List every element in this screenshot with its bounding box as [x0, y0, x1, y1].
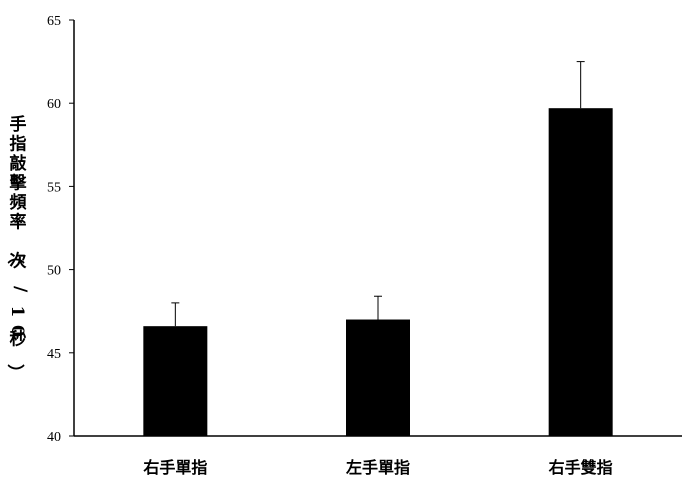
bars: [143, 108, 613, 436]
bar: [346, 319, 410, 436]
y-axis-label-text: 手指敲擊頻率（次/1 0秒）: [5, 114, 30, 381]
x-category-label: 左手單指: [345, 458, 410, 477]
y-tick-label: 50: [47, 264, 61, 279]
y-tick-label: 45: [47, 347, 61, 362]
y-tick-label: 65: [47, 14, 61, 29]
y-axis-label: 手指敲擊頻率（次/1 0秒）: [5, 114, 30, 381]
y-tick-label: 55: [47, 180, 61, 195]
bar: [143, 326, 208, 436]
x-category-label: 右手單指: [143, 458, 207, 477]
error-bars: [171, 61, 585, 327]
y-tick-label: 60: [47, 97, 61, 112]
y-axis-ticks: 40 45 50 55 60 65: [47, 14, 74, 445]
x-axis-category-labels: 右手單指 左手單指 右手雙指: [143, 458, 612, 477]
x-category-label: 右手雙指: [549, 458, 613, 477]
y-tick-label: 40: [47, 430, 61, 445]
bar: [548, 108, 613, 436]
